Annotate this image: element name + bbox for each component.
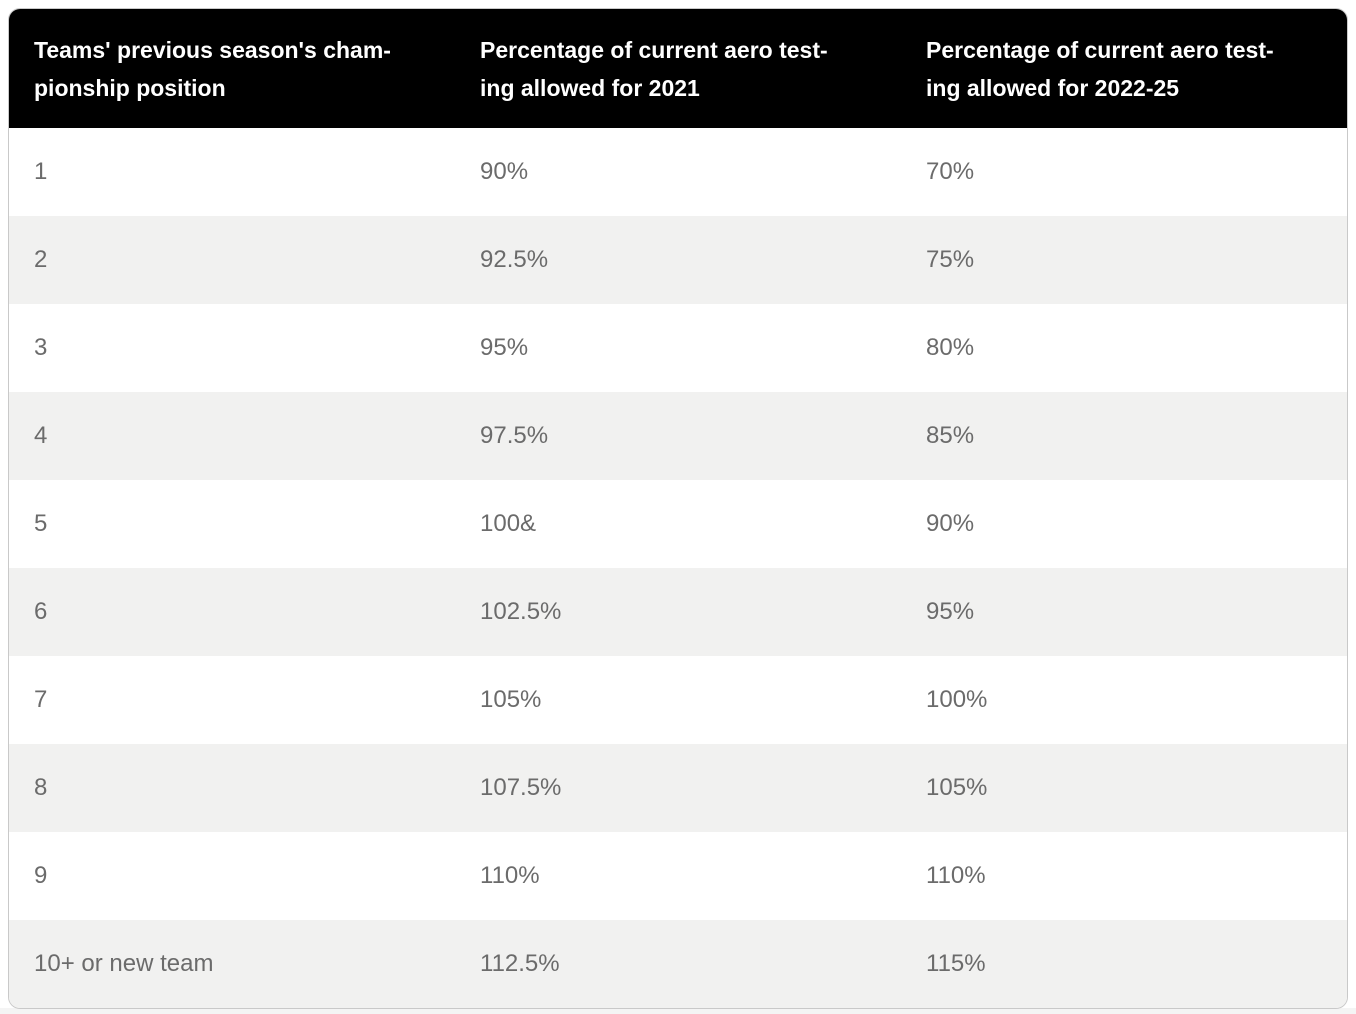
column-header-position: Teams' previous season's cham- pionship … <box>9 31 455 107</box>
pct-2021-cell: 97.5% <box>480 422 549 449</box>
position-cell: 2 <box>34 246 48 273</box>
header-line: Percentage of current aero test- <box>480 36 828 63</box>
table-row: 2 92.5% 75% <box>9 216 1347 304</box>
table-row: 8 107.5% 105% <box>9 744 1347 832</box>
position-cell: 8 <box>34 774 48 801</box>
header-line: pionship position <box>34 74 226 101</box>
position-cell: 9 <box>34 862 48 889</box>
position-cell: 3 <box>34 334 48 361</box>
position-cell: 4 <box>34 422 48 449</box>
header-line: Percentage of current aero test- <box>926 36 1274 63</box>
pct-2021-cell: 105% <box>480 686 542 713</box>
table-row: 6 102.5% 95% <box>9 568 1347 656</box>
pct-2022-25-cell: 70% <box>926 158 975 185</box>
pct-2022-25-cell: 80% <box>926 334 975 361</box>
pct-2022-25-cell: 110% <box>926 862 986 889</box>
header-line: ing allowed for 2022-25 <box>926 74 1180 101</box>
pct-2022-25-cell: 85% <box>926 422 975 449</box>
pct-2022-25-cell: 95% <box>926 598 975 625</box>
table-row: 3 95% 80% <box>9 304 1347 392</box>
aero-testing-table: Teams' previous season's cham- pionship … <box>8 8 1348 1009</box>
pct-2021-cell: 95% <box>480 334 529 361</box>
position-cell: 10+ or new team <box>34 950 214 977</box>
table-row: 4 97.5% 85% <box>9 392 1347 480</box>
header-line: ing allowed for 2021 <box>480 74 700 101</box>
pct-2021-cell: 110% <box>480 862 540 889</box>
table-row: 7 105% 100% <box>9 656 1347 744</box>
table-row: 5 100& 90% <box>9 480 1347 568</box>
table-body: 1 90% 70% 2 92.5% 75% 3 95% 80% 4 97.5% … <box>9 128 1347 1008</box>
position-cell: 1 <box>34 158 48 185</box>
column-header-pct-2021: Percentage of current aero test- ing all… <box>455 31 901 107</box>
pct-2022-25-cell: 105% <box>926 774 988 801</box>
pct-2022-25-cell: 75% <box>926 246 975 273</box>
page-background-strip <box>0 1008 1356 1014</box>
table-row: 10+ or new team 112.5% 115% <box>9 920 1347 1008</box>
pct-2021-cell: 90% <box>480 158 529 185</box>
pct-2021-cell: 107.5% <box>480 774 562 801</box>
pct-2021-cell: 92.5% <box>480 246 549 273</box>
pct-2021-cell: 112.5% <box>480 950 560 977</box>
column-header-pct-2022-25: Percentage of current aero test- ing all… <box>901 31 1347 107</box>
table-header-row: Teams' previous season's cham- pionship … <box>9 9 1347 128</box>
table-row: 1 90% 70% <box>9 128 1347 216</box>
pct-2022-25-cell: 100% <box>926 686 988 713</box>
pct-2021-cell: 100& <box>480 510 537 537</box>
position-cell: 7 <box>34 686 48 713</box>
header-line: Teams' previous season's cham- <box>34 36 391 63</box>
position-cell: 5 <box>34 510 48 537</box>
position-cell: 6 <box>34 598 48 625</box>
pct-2021-cell: 102.5% <box>480 598 562 625</box>
pct-2022-25-cell: 115% <box>926 950 986 977</box>
table-row: 9 110% 110% <box>9 832 1347 920</box>
pct-2022-25-cell: 90% <box>926 510 975 537</box>
